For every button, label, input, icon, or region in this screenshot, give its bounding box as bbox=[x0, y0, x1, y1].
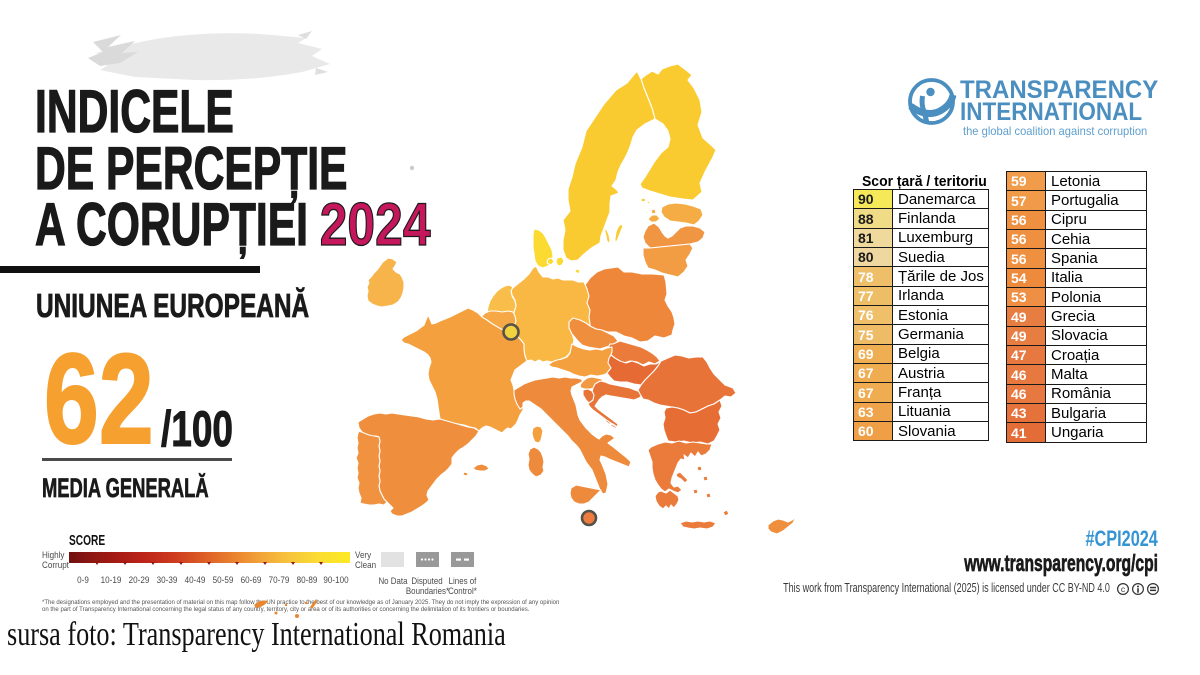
svg-text:c: c bbox=[1121, 584, 1126, 594]
